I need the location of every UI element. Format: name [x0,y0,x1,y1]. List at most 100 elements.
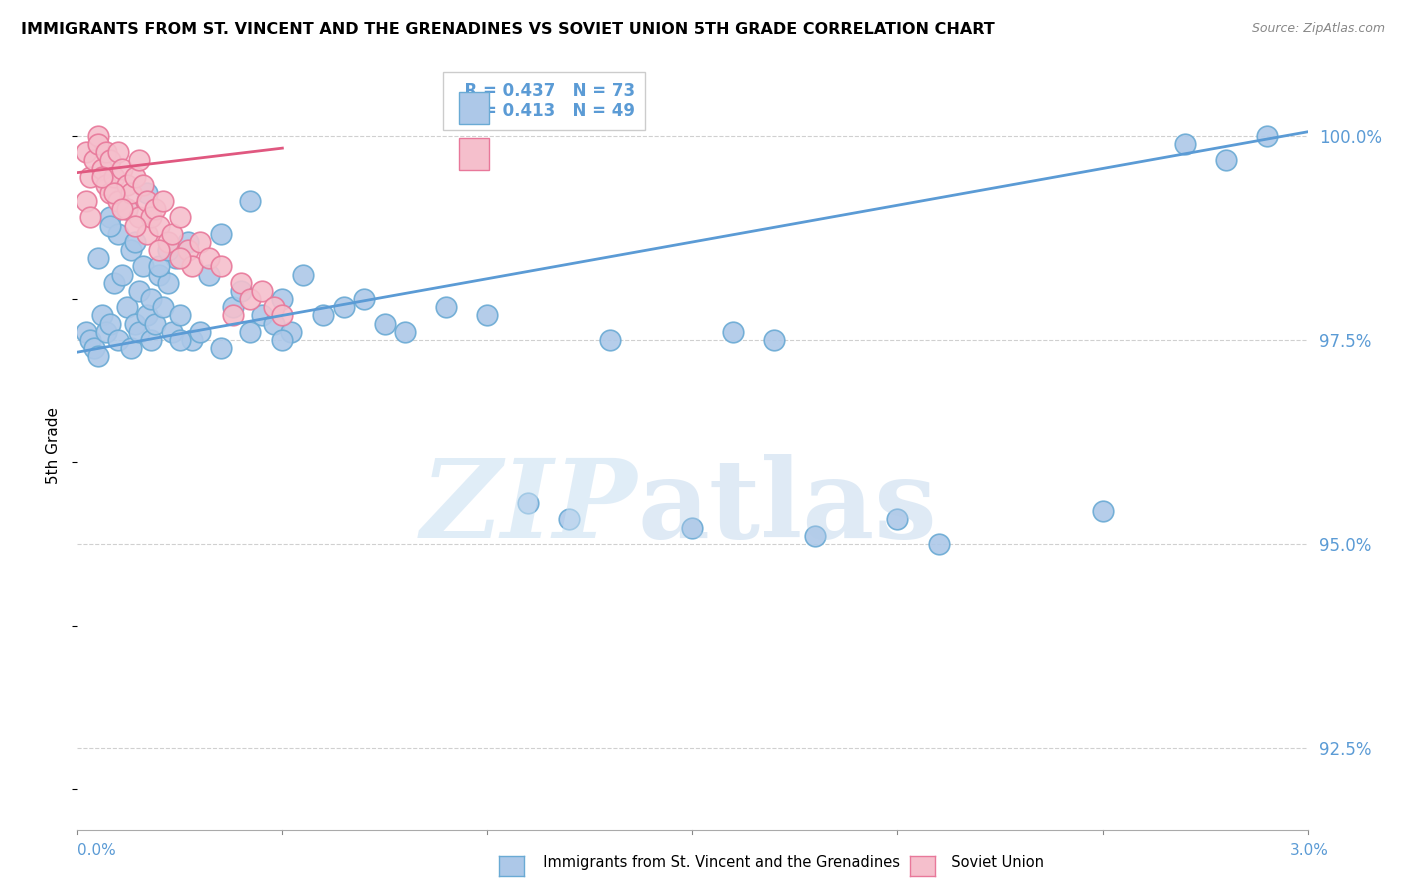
Text: Soviet Union: Soviet Union [942,855,1045,870]
Point [239,292,262,306]
Point [271,292,294,306]
Point [90,161,114,176]
Point [558,512,581,526]
Point [517,496,540,510]
Point [87,136,110,151]
Point [141,292,162,306]
Point [136,309,159,323]
Point [763,333,786,347]
Point [120,243,142,257]
Point [103,276,125,290]
Point [436,300,458,314]
Point [124,235,146,249]
Point [94,145,117,160]
Point [169,211,191,225]
Point [291,268,314,282]
Point [94,325,117,339]
Point [111,161,134,176]
Point [181,333,204,347]
Point [886,512,908,526]
Point [98,186,121,200]
Point [143,202,166,217]
Point [124,219,146,233]
Point [152,194,174,209]
Y-axis label: 5th Grade: 5th Grade [46,408,62,484]
Point [599,333,621,347]
Point [682,520,704,534]
Point [98,211,121,225]
Point [79,333,101,347]
Point [169,309,191,323]
Point [353,292,375,306]
Point [128,325,150,339]
Point [160,227,183,241]
Point [239,194,262,209]
Point [209,341,232,355]
Point [156,243,179,257]
Point [107,145,129,160]
Point [1091,504,1114,518]
Point [271,309,294,323]
Point [1256,128,1278,143]
Point [98,219,121,233]
Point [231,284,253,298]
Point [169,333,191,347]
Point [87,128,110,143]
Point [141,211,162,225]
Point [148,260,170,274]
Point [197,252,219,266]
Point [115,202,138,217]
Point [107,194,129,209]
Point [75,194,97,209]
Point [477,309,499,323]
Point [222,300,245,314]
Point [280,325,302,339]
Point [111,268,134,282]
Point [1174,136,1197,151]
Point [165,252,187,266]
Point [111,202,134,217]
Point [83,341,105,355]
Point [804,529,827,543]
Point [181,260,204,274]
Point [263,317,285,331]
Point [263,300,285,314]
Text: IMMIGRANTS FROM ST. VINCENT AND THE GRENADINES VS SOVIET UNION 5TH GRADE CORRELA: IMMIGRANTS FROM ST. VINCENT AND THE GREN… [21,22,995,37]
Point [132,260,155,274]
Point [103,169,125,184]
Point [124,169,146,184]
Point [124,317,146,331]
FancyBboxPatch shape [458,92,489,124]
Text: 3.0%: 3.0% [1289,843,1329,858]
Point [141,333,162,347]
Point [148,268,170,282]
Point [75,325,97,339]
Point [94,178,117,192]
Text: ZIP: ZIP [420,454,637,561]
FancyBboxPatch shape [458,137,489,169]
Point [160,325,183,339]
Point [271,333,294,347]
Point [87,252,110,266]
Point [79,211,101,225]
Text: 0.0%: 0.0% [77,843,117,858]
Point [75,145,97,160]
Point [115,202,138,217]
Point [177,235,200,249]
Point [231,276,253,290]
Point [79,169,101,184]
Point [374,317,396,331]
Point [136,227,159,241]
Point [143,317,166,331]
Point [928,537,950,551]
Point [107,333,129,347]
Point [250,309,273,323]
Text: Immigrants from St. Vincent and the Grenadines: Immigrants from St. Vincent and the Gren… [534,855,900,870]
Point [136,194,159,209]
Point [98,317,121,331]
Point [156,235,179,249]
Point [723,325,745,339]
Point [148,219,170,233]
Point [90,309,114,323]
Text: atlas: atlas [637,454,936,561]
